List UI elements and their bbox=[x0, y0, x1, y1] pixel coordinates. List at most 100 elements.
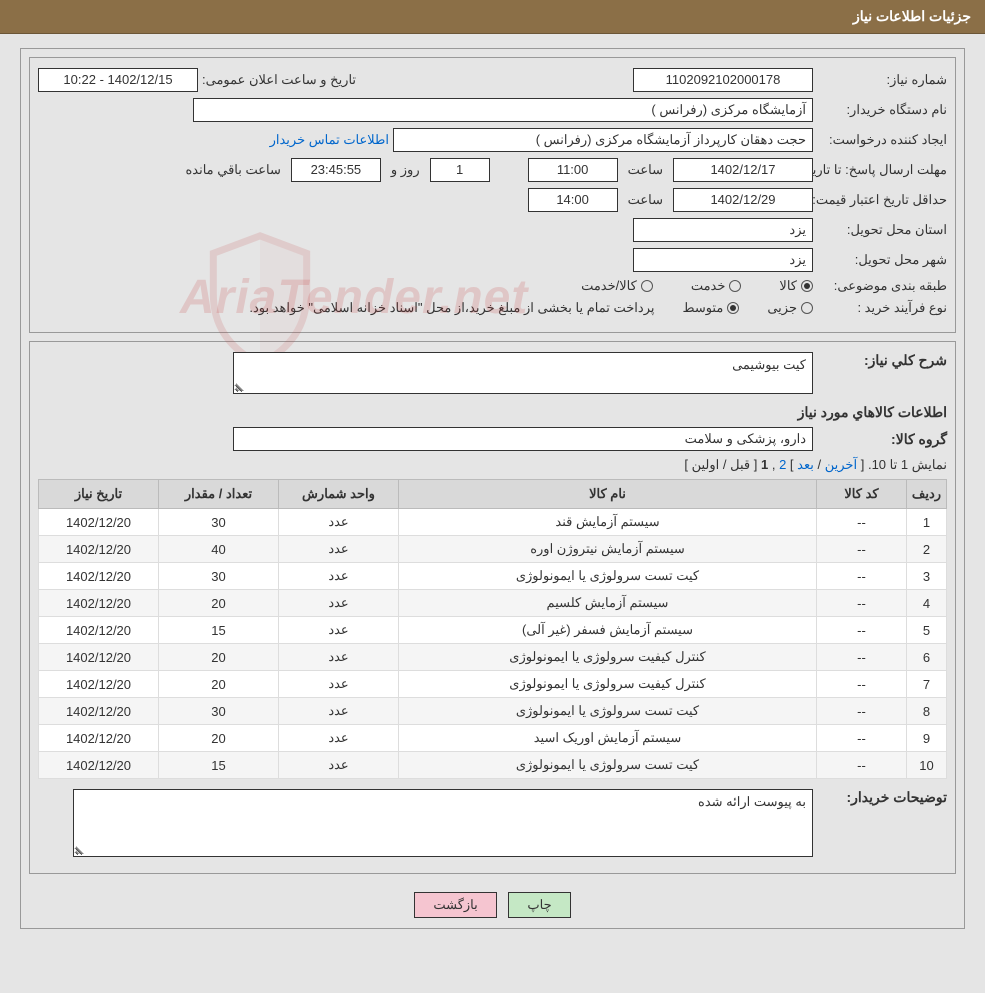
table-cell: عدد bbox=[279, 752, 399, 779]
requester-label: ایجاد کننده درخواست: bbox=[817, 132, 947, 148]
table-cell: 1402/12/20 bbox=[39, 671, 159, 698]
table-row: 2--سیستم آزمایش نیتروژن اورهعدد401402/12… bbox=[39, 536, 947, 563]
table-cell: 4 bbox=[907, 590, 947, 617]
table-cell: 8 bbox=[907, 698, 947, 725]
table-cell: 20 bbox=[159, 725, 279, 752]
table-cell: عدد bbox=[279, 509, 399, 536]
validity-time-label: ساعت bbox=[628, 192, 663, 208]
pag-last[interactable]: آخرین bbox=[825, 457, 857, 472]
need-number-value: 1102092102000178 bbox=[633, 68, 813, 92]
group-value: دارو، پزشکی و سلامت bbox=[233, 427, 813, 451]
table-header: تاریخ نیاز bbox=[39, 480, 159, 509]
remaining-label: ساعت باقي مانده bbox=[185, 162, 280, 178]
table-cell: 15 bbox=[159, 617, 279, 644]
table-cell: عدد bbox=[279, 563, 399, 590]
table-header: تعداد / مقدار bbox=[159, 480, 279, 509]
resize-handle-icon[interactable] bbox=[76, 844, 86, 854]
table-header: واحد شمارش bbox=[279, 480, 399, 509]
table-cell: 1402/12/20 bbox=[39, 536, 159, 563]
table-cell: 3 bbox=[907, 563, 947, 590]
table-cell: 1402/12/20 bbox=[39, 563, 159, 590]
table-cell: -- bbox=[817, 698, 907, 725]
table-cell: کیت تست سرولوژی یا ایمونولوژی bbox=[399, 563, 817, 590]
table-row: 4--سیستم آزمایش کلسیمعدد201402/12/20 bbox=[39, 590, 947, 617]
category-label: طبقه بندی موضوعی: bbox=[817, 278, 947, 294]
table-header: کد کالا bbox=[817, 480, 907, 509]
pag-1: 1 bbox=[761, 457, 768, 472]
announce-value: 1402/12/15 - 10:22 bbox=[38, 68, 198, 92]
deadline-time: 11:00 bbox=[528, 158, 618, 182]
buyer-label: نام دستگاه خریدار: bbox=[817, 102, 947, 118]
button-row: چاپ بازگشت bbox=[21, 882, 964, 928]
table-cell: سیستم آزمایش نیتروژن اوره bbox=[399, 536, 817, 563]
table-cell: سیستم آزمایش اوریک اسید bbox=[399, 725, 817, 752]
requester-value: حجت دهقان کارپرداز آزمایشگاه مرکزی (رفرا… bbox=[393, 128, 813, 152]
table-row: 5--سیستم آزمایش فسفر (غیر آلی)عدد151402/… bbox=[39, 617, 947, 644]
back-button[interactable]: بازگشت bbox=[414, 892, 496, 918]
days-value: 1 bbox=[430, 158, 490, 182]
table-cell: 9 bbox=[907, 725, 947, 752]
radio-partial[interactable]: جزیی bbox=[767, 300, 813, 316]
table-cell: -- bbox=[817, 617, 907, 644]
process-label: نوع فرآیند خرید : bbox=[817, 300, 947, 316]
table-cell: 20 bbox=[159, 671, 279, 698]
table-cell: -- bbox=[817, 563, 907, 590]
table-cell: کنترل کیفیت سرولوژی یا ایمونولوژی bbox=[399, 671, 817, 698]
table-cell: 1402/12/20 bbox=[39, 509, 159, 536]
process-note: پرداخت تمام یا بخشی از مبلغ خرید،از محل … bbox=[249, 300, 654, 316]
deadline-label: مهلت ارسال پاسخ: تا تاریخ: bbox=[817, 162, 947, 178]
table-cell: عدد bbox=[279, 590, 399, 617]
deadline-date: 1402/12/17 bbox=[673, 158, 813, 182]
remaining-time: 23:45:55 bbox=[291, 158, 381, 182]
summary-label: شرح کلي نياز: bbox=[817, 352, 947, 369]
validity-date: 1402/12/29 bbox=[673, 188, 813, 212]
announce-label: تاریخ و ساعت اعلان عمومی: bbox=[202, 72, 382, 88]
radio-goods[interactable]: کالا bbox=[779, 278, 813, 294]
goods-table: ردیفکد کالانام کالاواحد شمارشتعداد / مقد… bbox=[38, 479, 947, 779]
table-cell: 1402/12/20 bbox=[39, 590, 159, 617]
main-container: شماره نیاز: 1102092102000178 تاریخ و ساع… bbox=[20, 48, 965, 929]
radio-service[interactable]: خدمت bbox=[691, 278, 742, 294]
city-value: یزد bbox=[633, 248, 813, 272]
table-cell: -- bbox=[817, 644, 907, 671]
table-cell: -- bbox=[817, 536, 907, 563]
resize-handle-icon[interactable] bbox=[236, 381, 246, 391]
province-label: استان محل تحویل: bbox=[817, 222, 947, 238]
table-cell: 1402/12/20 bbox=[39, 698, 159, 725]
table-cell: 1 bbox=[907, 509, 947, 536]
table-cell: 40 bbox=[159, 536, 279, 563]
table-cell: عدد bbox=[279, 536, 399, 563]
validity-time: 14:00 bbox=[528, 188, 618, 212]
table-cell: 30 bbox=[159, 563, 279, 590]
table-cell: -- bbox=[817, 725, 907, 752]
pag-prev: قبل bbox=[730, 457, 750, 472]
buyer-notes-textarea[interactable]: به پیوست ارائه شده bbox=[73, 789, 813, 857]
table-cell: 1402/12/20 bbox=[39, 752, 159, 779]
table-cell: سیستم آزمایش کلسیم bbox=[399, 590, 817, 617]
buyer-value: آزمایشگاه مرکزی (رفرانس ) bbox=[193, 98, 813, 122]
table-cell: عدد bbox=[279, 644, 399, 671]
table-cell: -- bbox=[817, 671, 907, 698]
table-cell: سیستم آزمایش فسفر (غیر آلی) bbox=[399, 617, 817, 644]
radio-goods-service[interactable]: کالا/خدمت bbox=[581, 278, 653, 294]
radio-medium[interactable]: متوسط bbox=[682, 300, 739, 316]
goods-fieldset: شرح کلي نياز: کیت بیوشیمی اطلاعات کالاها… bbox=[29, 341, 956, 874]
days-and-label: روز و bbox=[391, 162, 420, 178]
table-cell: 1402/12/20 bbox=[39, 725, 159, 752]
table-row: 1--سیستم آزمایش قندعدد301402/12/20 bbox=[39, 509, 947, 536]
table-cell: عدد bbox=[279, 698, 399, 725]
table-cell: 20 bbox=[159, 590, 279, 617]
table-row: 9--سیستم آزمایش اوریک اسیدعدد201402/12/2… bbox=[39, 725, 947, 752]
table-cell: -- bbox=[817, 752, 907, 779]
print-button[interactable]: چاپ bbox=[508, 892, 570, 918]
contact-link[interactable]: اطلاعات تماس خریدار bbox=[270, 132, 389, 148]
table-cell: -- bbox=[817, 509, 907, 536]
table-row: 8--کیت تست سرولوژی یا ایمونولوژیعدد30140… bbox=[39, 698, 947, 725]
summary-textarea[interactable]: کیت بیوشیمی bbox=[233, 352, 813, 394]
header-bar: جزئیات اطلاعات نیاز bbox=[0, 0, 985, 34]
table-cell: 15 bbox=[159, 752, 279, 779]
pag-next[interactable]: بعد bbox=[797, 457, 814, 472]
table-cell: -- bbox=[817, 590, 907, 617]
table-cell: 30 bbox=[159, 509, 279, 536]
table-cell: عدد bbox=[279, 671, 399, 698]
